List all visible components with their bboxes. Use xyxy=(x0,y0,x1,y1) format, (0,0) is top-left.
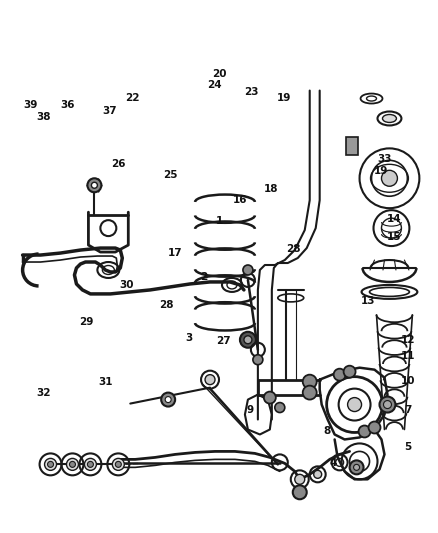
Circle shape xyxy=(294,474,304,484)
Circle shape xyxy=(244,336,251,344)
Text: 25: 25 xyxy=(163,170,177,180)
Circle shape xyxy=(161,393,175,407)
Text: 38: 38 xyxy=(36,112,51,122)
Circle shape xyxy=(69,462,75,467)
Circle shape xyxy=(333,369,345,381)
Circle shape xyxy=(205,375,215,385)
Circle shape xyxy=(87,462,93,467)
Text: 30: 30 xyxy=(119,280,134,290)
Text: 29: 29 xyxy=(79,317,93,327)
Text: 13: 13 xyxy=(360,296,374,306)
Circle shape xyxy=(252,355,262,365)
Text: 11: 11 xyxy=(399,351,414,361)
Text: 22: 22 xyxy=(125,93,140,102)
Circle shape xyxy=(91,182,97,188)
Text: 10: 10 xyxy=(399,376,414,386)
Circle shape xyxy=(165,397,171,402)
Text: 36: 36 xyxy=(60,100,74,110)
Text: 18: 18 xyxy=(263,184,278,195)
Circle shape xyxy=(302,375,316,389)
Ellipse shape xyxy=(381,115,396,123)
Circle shape xyxy=(87,178,101,192)
Text: 26: 26 xyxy=(111,159,126,169)
Circle shape xyxy=(240,332,255,348)
Text: 28: 28 xyxy=(285,245,300,254)
FancyBboxPatch shape xyxy=(345,138,357,155)
Text: 20: 20 xyxy=(212,69,226,79)
Text: 33: 33 xyxy=(377,154,391,164)
Circle shape xyxy=(292,486,306,499)
Circle shape xyxy=(383,401,391,409)
Text: 4: 4 xyxy=(329,458,336,468)
Circle shape xyxy=(263,392,275,403)
Circle shape xyxy=(84,458,96,470)
Text: 19: 19 xyxy=(373,166,388,176)
Text: 9: 9 xyxy=(246,405,253,415)
Text: 23: 23 xyxy=(243,87,258,97)
Text: 28: 28 xyxy=(159,300,173,310)
Circle shape xyxy=(66,458,78,470)
Text: 37: 37 xyxy=(102,107,116,116)
Circle shape xyxy=(349,461,363,474)
Circle shape xyxy=(115,462,121,467)
Circle shape xyxy=(274,402,284,413)
Text: 12: 12 xyxy=(399,335,414,345)
Circle shape xyxy=(381,171,396,186)
Text: 19: 19 xyxy=(276,93,291,102)
Text: 3: 3 xyxy=(185,333,192,343)
Text: 8: 8 xyxy=(322,426,329,436)
Circle shape xyxy=(367,422,380,433)
Circle shape xyxy=(47,462,53,467)
Text: 39: 39 xyxy=(23,100,38,110)
Circle shape xyxy=(313,470,321,478)
Text: 15: 15 xyxy=(386,232,401,243)
Circle shape xyxy=(302,385,316,400)
Text: 31: 31 xyxy=(98,377,113,387)
Circle shape xyxy=(343,366,355,378)
Circle shape xyxy=(353,464,359,470)
Circle shape xyxy=(44,458,57,470)
Circle shape xyxy=(347,398,361,411)
Text: 2: 2 xyxy=(200,272,207,282)
Text: 27: 27 xyxy=(216,336,231,346)
Text: 24: 24 xyxy=(206,80,221,90)
Text: 14: 14 xyxy=(386,214,401,224)
Text: 17: 17 xyxy=(167,248,182,258)
Circle shape xyxy=(378,397,395,413)
Text: 1: 1 xyxy=(215,216,223,227)
Circle shape xyxy=(242,265,252,275)
Text: 7: 7 xyxy=(403,405,410,415)
Circle shape xyxy=(358,425,370,438)
Text: 16: 16 xyxy=(233,195,247,205)
Circle shape xyxy=(112,458,124,470)
Text: 5: 5 xyxy=(403,442,410,452)
Text: 32: 32 xyxy=(36,388,51,398)
